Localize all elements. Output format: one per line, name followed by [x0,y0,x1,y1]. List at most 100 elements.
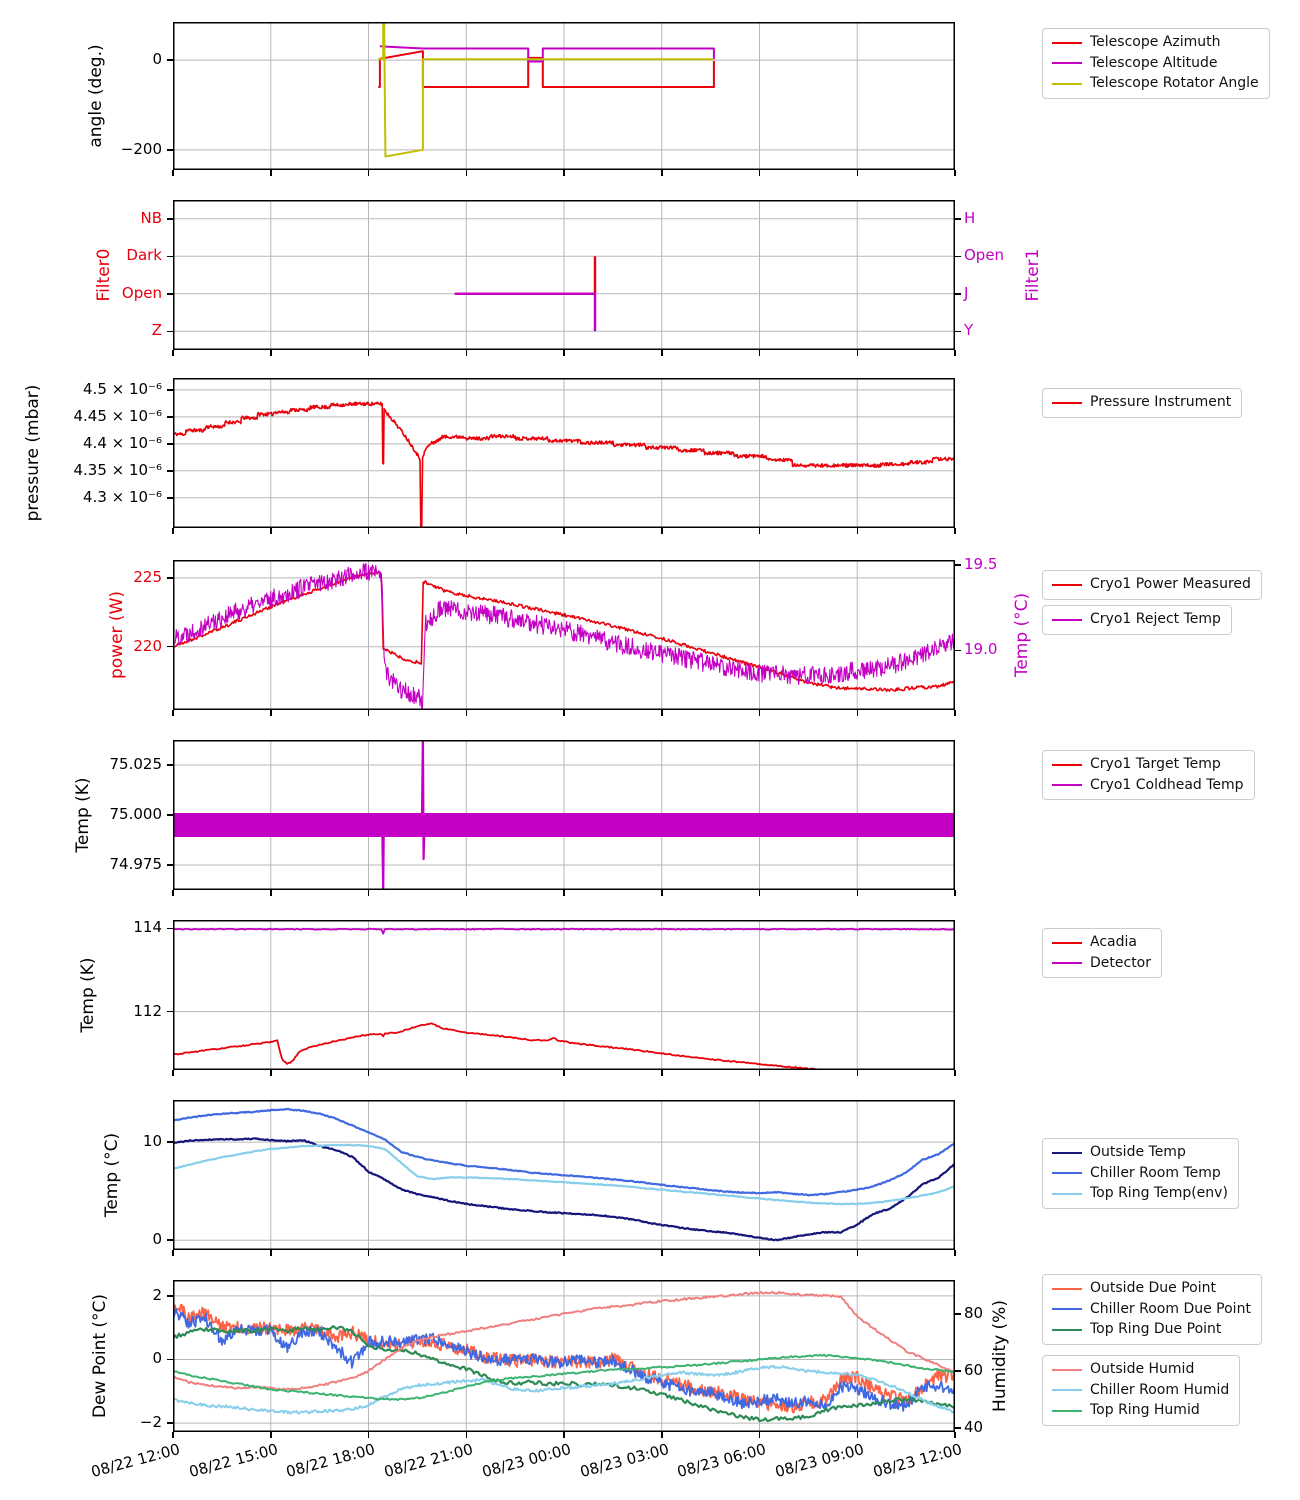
legend-entry-outside-due-point: Outside Due Point [1052,1280,1251,1298]
x-tick-mark [856,1432,858,1438]
x-tick-mark [367,528,370,534]
legend-label: Top Ring Humid [1090,1402,1200,1418]
x-tick-mark [758,170,761,176]
legend: Acadia Detector [1042,928,1163,978]
legend-swatch [1052,1308,1082,1311]
series-detector [173,927,955,935]
y-tick-mark-right [955,330,961,332]
x-tick-mark [758,710,761,716]
x-tick-mark [367,350,370,356]
legend-swatch [1052,1287,1082,1290]
x-tick-label: 08/23 06:00 [675,1440,769,1481]
y-tick-mark [167,1239,173,1241]
y-tick-label: 75.025 [109,755,163,773]
legend-label: Chiller Room Due Point [1090,1300,1251,1317]
axes-spine [173,560,955,710]
x-tick-mark [954,1070,956,1076]
y-tick-mark [167,330,173,332]
y-tick-label: 74.975 [109,855,163,873]
y-tick-label: 0 [152,50,162,69]
series-pressure-instrument [173,401,955,528]
legend-swatch [1052,1192,1082,1195]
x-tick-mark [563,1432,565,1438]
axes-spine [173,200,955,350]
x-tick-mark [172,170,174,176]
x-tick-mark [270,528,272,534]
legend-swatch [1052,618,1082,621]
x-tick-mark [367,1250,370,1256]
legend-entry-detector: Detector [1052,955,1151,973]
x-tick-label: 08/23 03:00 [577,1440,671,1481]
series-filter0 [454,256,597,296]
x-tick-mark [661,710,663,716]
y-tick-mark [167,764,173,766]
x-tick-mark [367,1070,370,1076]
x-tick-mark [856,170,858,176]
filters-plot [173,200,955,350]
y-tick-label: 75.000 [109,805,163,823]
telescope-angles-plot [173,22,955,170]
y-tick-label: 2 [152,1285,162,1304]
series-telescope-altitude [379,45,715,63]
legend-label: Cryo1 Power Measured [1090,576,1251,592]
y-tick-label: Dark [126,246,162,265]
y-tick-label-right: 80 [964,1303,984,1322]
axes-spine [173,920,955,1070]
series-outside-humid [173,1290,955,1391]
legend-swatch [1052,962,1082,965]
y-tick-mark-right [955,1370,961,1372]
legend-label: Chiller Room Temp [1090,1164,1221,1181]
y-tick-label: 220 [133,636,162,655]
x-tick-mark [563,890,565,896]
x-tick-mark [465,1432,467,1438]
x-tick-mark [661,1250,663,1256]
cryo1-temps-plot [173,740,955,890]
legend-label: Detector [1090,954,1152,971]
x-tick-mark [758,1250,761,1256]
legend-entry-chiller-room-due-point: Chiller Room Due Point [1052,1301,1251,1319]
y-tick-mark [167,1141,173,1143]
legend: Cryo1 Target Temp Cryo1 Coldhead Temp [1042,750,1255,800]
x-tick-mark [758,1070,761,1076]
x-tick-label: 08/22 15:00 [186,1440,280,1481]
legend-swatch [1052,1151,1082,1154]
x-tick-mark [270,1432,272,1438]
x-tick-mark [563,1070,565,1076]
x-tick-label: 08/22 12:00 [88,1440,182,1481]
y-tick-mark [167,864,173,866]
y-axis-label: Temp (K) [73,777,93,853]
x-tick-mark [954,170,956,176]
legend: Outside Due Point Chiller Room Due Point T… [1042,1274,1262,1345]
x-tick-mark [856,1250,858,1256]
legend-swatch [1052,1328,1082,1331]
legend: Telescope Azimuth Telescope Altitude Teles… [1042,28,1270,99]
legend: Pressure Instrument [1042,388,1243,418]
y-tick-label: Z [151,321,162,340]
y-tick-label: 4.4 × 10⁻⁶ [83,433,162,452]
legend-swatch [1052,784,1082,787]
x-tick-mark [954,1250,956,1256]
y-tick-label: 4.45 × 10⁻⁶ [73,406,162,425]
y-axis-label: Filter0 [94,248,114,302]
y-tick-mark [167,149,173,151]
legend: Outside Temp Chiller Room Temp Top Ring Te… [1042,1138,1239,1209]
y-tick-mark [167,1010,173,1013]
y-tick-mark [167,389,173,391]
legend-entry-outside-temp: Outside Temp [1052,1144,1228,1162]
legend-swatch [1052,583,1082,586]
y-axis-label: power (W) [107,590,127,680]
y-tick-label-right: 40 [964,1418,984,1436]
y-tick-label: 112 [133,1001,162,1020]
x-tick-mark [563,528,565,534]
x-tick-mark [270,890,272,896]
y-tick-mark-right [955,1313,961,1315]
x-tick-mark [856,1070,858,1076]
x-tick-mark [563,170,565,176]
y-tick-label: −200 [120,139,162,158]
legend-label: Top Ring Temp(env) [1090,1185,1228,1201]
x-tick-mark [465,1070,467,1076]
x-tick-mark [465,1250,467,1256]
x-tick-mark [954,528,956,534]
legend-swatch [1052,401,1082,404]
x-tick-mark [270,170,272,176]
